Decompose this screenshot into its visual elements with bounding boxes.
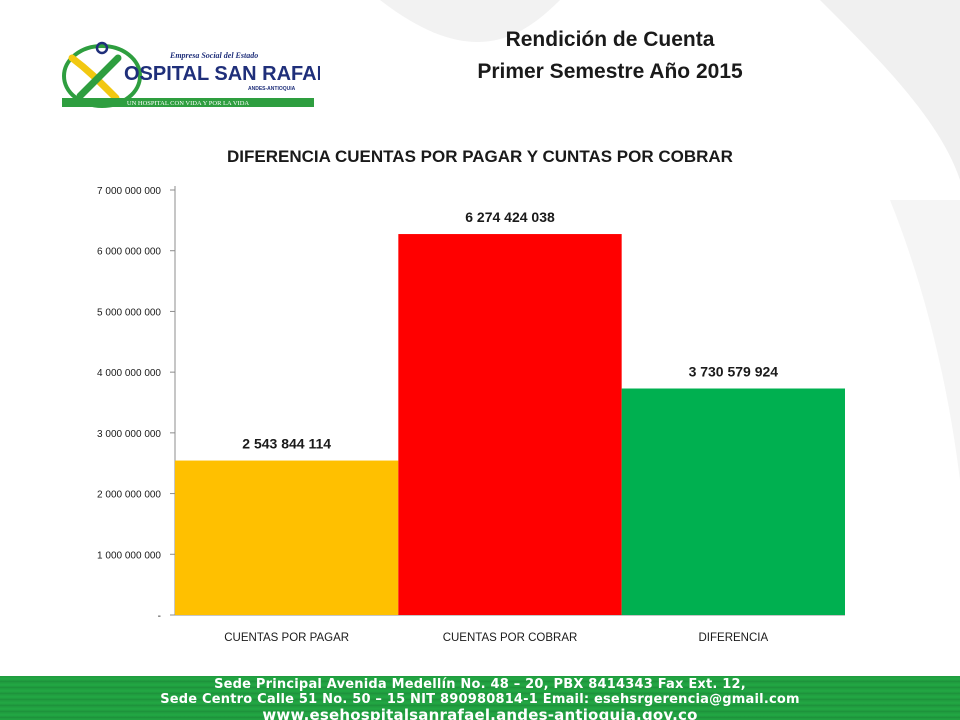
footer-website: www.esehospitalsanrafael.andes-antioquia…	[262, 706, 698, 720]
hospital-logo: Empresa Social del Estado OSPITAL SAN RA…	[62, 41, 320, 108]
footer-band: Sede Principal Avenida Medellín No. 48 –…	[0, 676, 960, 720]
footer-address-center: Sede Centro Calle 51 No. 50 – 15 NIT 890…	[160, 692, 800, 707]
data-label: 3 730 579 924	[689, 364, 779, 380]
y-tick-label: 7 000 000 000	[97, 186, 161, 197]
y-tick-label: 2 000 000 000	[97, 490, 161, 501]
x-tick-label: CUENTAS POR PAGAR	[224, 632, 349, 644]
y-tick-label: -	[158, 611, 161, 622]
presentation-subtitle: Primer Semestre Año 2015	[477, 60, 743, 83]
logo-slogan-band	[62, 98, 314, 107]
logo-top-text: Empresa Social del Estado	[169, 51, 258, 60]
bar	[398, 234, 622, 615]
data-label: 6 274 424 038	[465, 209, 555, 225]
x-tick-label: CUENTAS POR COBRAR	[443, 632, 578, 644]
bar-chart: - 1 000 000 000 2 000 000 000 3 000 000 000…	[97, 186, 845, 644]
presentation-title: Rendición de Cuenta	[505, 28, 715, 51]
y-tick-label: 5 000 000 000	[97, 307, 161, 318]
logo-location: ANDES-ANTIOQUIA	[248, 86, 296, 92]
y-tick-label: 3 000 000 000	[97, 429, 161, 440]
logo-name: OSPITAL SAN RAFAEL	[124, 63, 320, 85]
footer-address-main: Sede Principal Avenida Medellín No. 48 –…	[214, 677, 746, 692]
y-tick-label: 1 000 000 000	[97, 550, 161, 561]
bar	[175, 460, 399, 615]
chart-title: DIFERENCIA CUENTAS POR PAGAR Y CUNTAS PO…	[227, 147, 733, 166]
logo-slogan: UN HOSPITAL CON VIDA Y POR LA VIDA	[127, 100, 250, 107]
y-tick-label: 6 000 000 000	[97, 247, 161, 258]
bar	[621, 388, 845, 615]
y-tick-label: 4 000 000 000	[97, 368, 161, 379]
x-tick-label: DIFERENCIA	[699, 632, 769, 644]
data-label: 2 543 844 114	[242, 436, 331, 452]
